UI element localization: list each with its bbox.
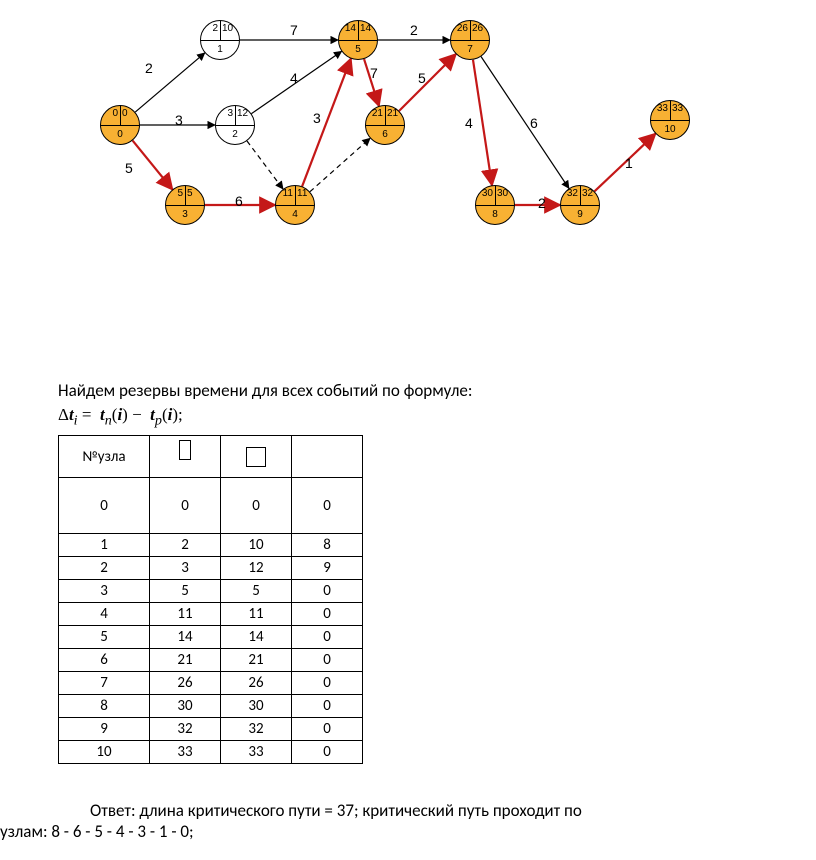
node-2: 3122 <box>215 105 255 145</box>
cell: 0 <box>292 478 363 534</box>
table-row: 12108 <box>59 534 363 557</box>
cell: 5 <box>59 626 150 649</box>
edge-label: 1 <box>625 155 633 171</box>
answer-block: Ответ: длина критического пути = 37; кри… <box>0 800 816 842</box>
cell: 14 <box>150 626 221 649</box>
cell: 33 <box>150 741 221 764</box>
cell: 33 <box>221 741 292 764</box>
cell: 7 <box>59 672 150 695</box>
table-row: 1033330 <box>59 741 363 764</box>
node-8: 30308 <box>475 185 515 225</box>
table-row: 0000 <box>59 478 363 534</box>
edge-label: 5 <box>418 70 426 86</box>
edge-label: 7 <box>370 65 378 81</box>
formula-text: Δti = tn(i) − tp(i); <box>58 405 786 429</box>
cell: 9 <box>292 557 363 580</box>
cell: 0 <box>292 718 363 741</box>
cell: 0 <box>292 672 363 695</box>
cell: 1 <box>59 534 150 557</box>
table-row: 621210 <box>59 649 363 672</box>
cell: 0 <box>292 741 363 764</box>
cell: 2 <box>150 534 221 557</box>
cell: 11 <box>221 603 292 626</box>
node-0: 000 <box>100 105 140 145</box>
cell: 26 <box>150 672 221 695</box>
edge-label: 6 <box>235 193 243 209</box>
cell: 11 <box>150 603 221 626</box>
cell: 0 <box>59 478 150 534</box>
col-node: №узла <box>59 436 150 478</box>
cell: 0 <box>150 478 221 534</box>
reserve-table: №узла 0000121082312935504111105141406212… <box>58 435 363 764</box>
cell: 0 <box>292 580 363 603</box>
edge-label: 3 <box>313 110 321 126</box>
cell: 0 <box>292 649 363 672</box>
node-9: 32329 <box>560 185 600 225</box>
table-row: 3550 <box>59 580 363 603</box>
node-3: 553 <box>165 185 205 225</box>
answer-line-1: Ответ: длина критического пути = 37; кри… <box>0 800 816 821</box>
cell: 10 <box>59 741 150 764</box>
col-delta <box>292 436 363 478</box>
cell: 5 <box>150 580 221 603</box>
table-row: 23129 <box>59 557 363 580</box>
cell: 26 <box>221 672 292 695</box>
cell: 4 <box>59 603 150 626</box>
cell: 8 <box>292 534 363 557</box>
cell: 12 <box>221 557 292 580</box>
edge-label: 5 <box>125 160 133 176</box>
intro-text: Найдем резервы времени для всех событий … <box>58 380 786 401</box>
cell: 3 <box>150 557 221 580</box>
table-row: 514140 <box>59 626 363 649</box>
table-row: 932320 <box>59 718 363 741</box>
edge-label: 2 <box>410 22 418 38</box>
table-row: 830300 <box>59 695 363 718</box>
answer-line-2: узлам: 8 - 6 - 5 - 4 - 3 - 1 - 0; <box>0 821 816 842</box>
node-10: 333310 <box>650 100 690 140</box>
cell: 21 <box>150 649 221 672</box>
table-row: 726260 <box>59 672 363 695</box>
edge-label: 7 <box>290 22 298 38</box>
network-diagram: 0002101312255311114141452121626267303083… <box>80 0 780 260</box>
edge-label: 6 <box>530 115 538 131</box>
cell: 32 <box>150 718 221 741</box>
cell: 8 <box>59 695 150 718</box>
table-row: 411110 <box>59 603 363 626</box>
cell: 14 <box>221 626 292 649</box>
cell: 9 <box>59 718 150 741</box>
col-tn <box>221 436 292 478</box>
edge-label: 4 <box>290 70 298 86</box>
edge-label: 2 <box>538 195 546 211</box>
cell: 0 <box>292 695 363 718</box>
node-1: 2101 <box>200 20 240 60</box>
edge-label: 2 <box>145 60 153 76</box>
node-5: 14145 <box>338 20 378 60</box>
cell: 32 <box>221 718 292 741</box>
cell: 0 <box>221 478 292 534</box>
cell: 5 <box>221 580 292 603</box>
cell: 3 <box>59 580 150 603</box>
cell: 6 <box>59 649 150 672</box>
cell: 21 <box>221 649 292 672</box>
col-tp <box>150 436 221 478</box>
cell: 2 <box>59 557 150 580</box>
cell: 10 <box>221 534 292 557</box>
cell: 30 <box>150 695 221 718</box>
edge-label: 3 <box>175 112 183 128</box>
node-4: 11114 <box>275 185 315 225</box>
cell: 0 <box>292 626 363 649</box>
cell: 30 <box>221 695 292 718</box>
edge-label: 4 <box>465 115 473 131</box>
node-7: 26267 <box>450 20 490 60</box>
cell: 0 <box>292 603 363 626</box>
node-6: 21216 <box>365 105 405 145</box>
